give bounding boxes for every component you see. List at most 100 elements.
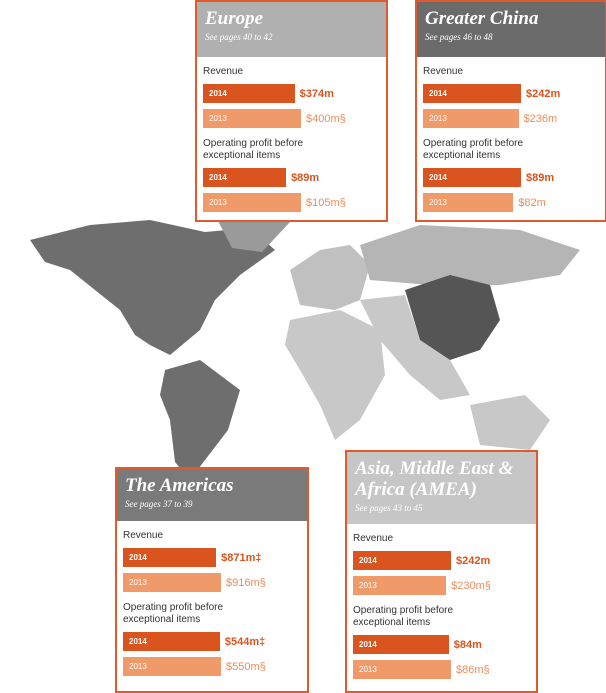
bar: 2014 [423, 168, 521, 187]
metric: Revenue 2014 $242m 2013 $230m§ [347, 533, 536, 596]
bar-row: 2014 $89m [203, 167, 380, 188]
bar-row: 2013 $86m§ [353, 659, 530, 680]
bar: 2013 [203, 109, 301, 128]
bar: 2014 [423, 84, 521, 103]
metric-label: Revenue [123, 530, 164, 541]
value-label: $230m§ [451, 579, 491, 592]
bar-year: 2013 [129, 662, 147, 671]
bar-year: 2013 [359, 665, 377, 674]
value-label: $871m‡ [221, 551, 262, 564]
bar: 2013 [123, 573, 221, 592]
bar-year: 2013 [129, 578, 147, 587]
bar-year: 2014 [359, 556, 377, 565]
metric-label: Operating profit before exceptional item… [123, 602, 224, 625]
value-label: $105m§ [306, 196, 346, 209]
russia [360, 225, 580, 285]
value-label: $84m [453, 638, 482, 651]
bar: 2014 [123, 548, 217, 567]
bar-row: 2014 $544m‡ [123, 631, 301, 652]
bar: 2013 [423, 193, 514, 212]
panel-title: The Americas [125, 475, 234, 496]
metric: Operating profit before exceptional item… [417, 138, 605, 213]
bar: 2014 [353, 551, 451, 570]
panel-header: The Americas See pages 37 to 39 [117, 469, 307, 521]
panel-title: Greater China [425, 8, 539, 29]
value-label: $544m‡ [224, 635, 266, 648]
bar: 2013 [123, 657, 221, 676]
value-label: $400m§ [306, 112, 346, 125]
panel-subtitle: See pages 37 to 39 [125, 499, 193, 509]
bar-row: 2013 $916m§ [123, 572, 301, 593]
bar-row: 2013 $230m§ [353, 575, 530, 596]
bar-row: 2014 $374m [203, 83, 380, 104]
bar-row: 2013 $82m [423, 192, 599, 213]
value-label: $374m [299, 87, 334, 100]
bar-row: 2013 $105m§ [203, 192, 380, 213]
bar-year: 2014 [129, 553, 147, 562]
value-label: $86m§ [456, 663, 490, 676]
panel-subtitle: See pages 40 to 42 [205, 32, 273, 42]
bar: 2014 [123, 632, 220, 651]
bar-year: 2014 [429, 89, 447, 98]
bar-year: 2013 [209, 114, 227, 123]
middle-east-asia [360, 295, 470, 400]
metric: Operating profit before exceptional item… [347, 605, 536, 680]
region-panel: Asia, Middle East & Africa (AMEA) See pag… [345, 450, 538, 693]
bar-row: 2014 $242m [353, 550, 530, 571]
metric: Operating profit before exceptional item… [197, 138, 386, 213]
value-label: $89m [291, 171, 320, 184]
bar-row: 2014 $84m [353, 634, 530, 655]
metric: Revenue 2014 $871m‡ 2013 $916m§ [117, 530, 307, 593]
bar-row: 2014 $871m‡ [123, 547, 301, 568]
panel-subtitle: See pages 43 to 45 [355, 503, 423, 513]
metric-label: Operating profit before exceptional item… [203, 138, 304, 161]
bar-row: 2013 $236m [423, 108, 599, 129]
bar-year: 2014 [129, 637, 147, 646]
metric: Revenue 2014 $242m 2013 $236m [417, 66, 605, 129]
metric-label: Revenue [423, 66, 464, 77]
bar-year: 2013 [429, 198, 447, 207]
metric-label: Revenue [203, 66, 244, 77]
bar: 2013 [203, 193, 301, 212]
bar-row: 2013 $400m§ [203, 108, 380, 129]
north-america [30, 220, 275, 355]
value-label: $916m§ [226, 576, 266, 589]
panel-subtitle: See pages 46 to 48 [425, 32, 493, 42]
panel-header: Asia, Middle East & Africa (AMEA) See pag… [347, 452, 536, 524]
bar-year: 2013 [359, 581, 377, 590]
value-label: $89m [526, 171, 555, 184]
bar-year: 2014 [359, 640, 377, 649]
australia [470, 395, 550, 450]
bar-year: 2014 [209, 89, 227, 98]
bar-year: 2014 [209, 173, 227, 182]
panel-header: Europe See pages 40 to 42 [197, 2, 386, 57]
region-panel: Europe See pages 40 to 42 Revenue 2014 $374m… [195, 0, 388, 222]
south-america [160, 360, 240, 480]
bar: 2014 [203, 84, 295, 103]
bar: 2013 [423, 109, 519, 128]
bar: 2014 [203, 168, 287, 187]
panel-header: Greater China See pages 46 to 48 [417, 2, 605, 57]
metric-label: Operating profit before exceptional item… [423, 138, 524, 161]
value-label: $236m [523, 112, 558, 125]
metric: Revenue 2014 $374m 2013 $400m§ [197, 66, 386, 129]
bar-year: 2013 [429, 114, 447, 123]
panel-title: Asia, Middle East & Africa (AMEA) [355, 458, 514, 500]
value-label: $82m [518, 196, 546, 209]
europe [290, 245, 370, 310]
bar-row: 2014 $89m [423, 167, 599, 188]
bar-row: 2014 $242m [423, 83, 599, 104]
bar: 2013 [353, 660, 451, 679]
bar: 2013 [353, 576, 447, 595]
value-label: $242m [456, 554, 491, 567]
panel-title: Europe [205, 8, 264, 29]
bar-year: 2013 [209, 198, 227, 207]
china [405, 275, 500, 360]
region-panel: Greater China See pages 46 to 48 Revenue 20… [415, 0, 606, 222]
metric: Operating profit before exceptional item… [117, 602, 307, 677]
region-panel: The Americas See pages 37 to 39 Revenue 201… [115, 467, 309, 693]
metric-label: Revenue [353, 533, 394, 544]
bar-row: 2013 $550m§ [123, 656, 301, 677]
